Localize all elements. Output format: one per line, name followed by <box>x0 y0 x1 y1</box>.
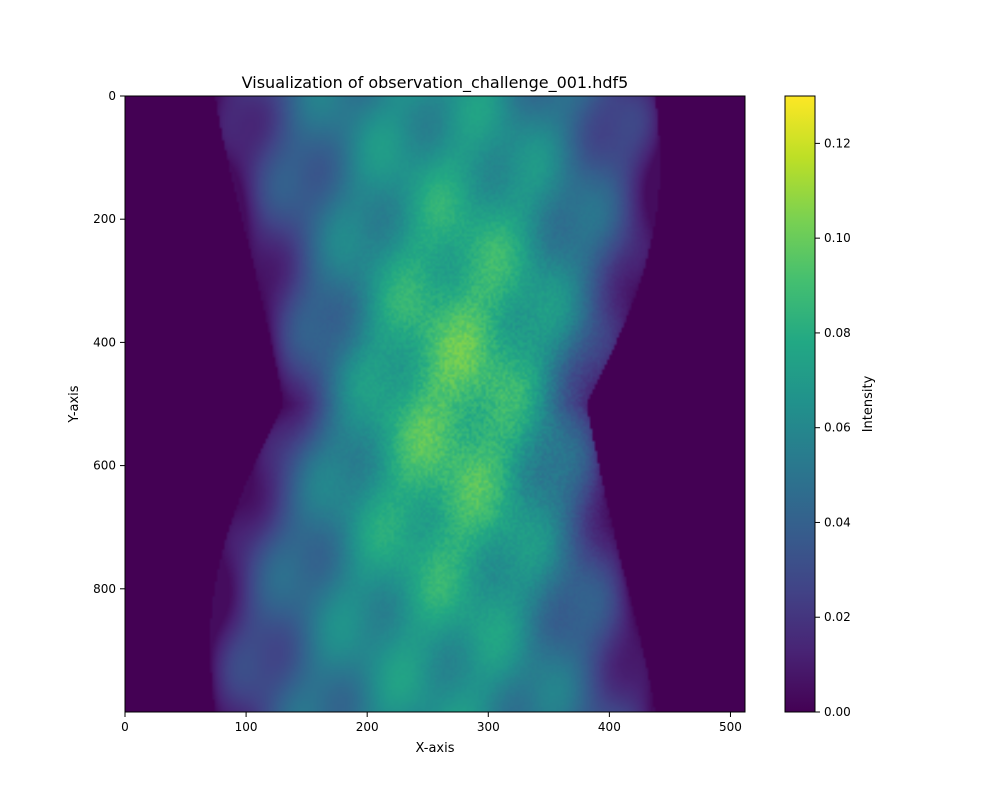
colorbar-tick-label: 0.12 <box>824 136 851 150</box>
y-tick-label: 800 <box>93 582 116 596</box>
x-axis-label: X-axis <box>416 741 455 756</box>
colorbar-tick-label: 0.02 <box>824 610 851 624</box>
y-axis-ticks: 0 200 400 600 800 <box>93 89 125 596</box>
y-tick-label: 400 <box>93 335 116 349</box>
colorbar-tick-label: 0.10 <box>824 231 851 245</box>
y-tick-label: 200 <box>93 212 116 226</box>
y-tick-label: 600 <box>93 459 116 473</box>
colorbar-tick-label: 0.06 <box>824 421 851 435</box>
plot-frame <box>124 95 746 713</box>
x-tick-label: 100 <box>235 720 258 734</box>
colorbar-tick-label: 0.04 <box>824 515 851 529</box>
colorbar-ticks: 0.00 0.02 0.04 0.06 0.08 0.10 0.12 <box>815 136 851 719</box>
colorbar <box>784 95 816 713</box>
heatmap-image <box>125 96 745 712</box>
colorbar-tick-label: 0.08 <box>824 326 851 340</box>
y-axis-label: Y-axis <box>67 385 82 423</box>
colorbar-label: Intensity <box>861 375 876 432</box>
heatmap-raster <box>125 96 745 712</box>
y-tick-label: 0 <box>108 89 116 103</box>
x-tick-label: 0 <box>121 720 129 734</box>
chart-title: Visualization of observation_challenge_0… <box>242 73 629 93</box>
x-tick-label: 200 <box>356 720 379 734</box>
colorbar-tick-label: 0.00 <box>824 705 851 719</box>
x-tick-label: 300 <box>477 720 500 734</box>
x-tick-label: 500 <box>719 720 742 734</box>
x-axis-ticks: 0 100 200 300 400 500 <box>121 712 742 734</box>
x-tick-label: 400 <box>598 720 621 734</box>
